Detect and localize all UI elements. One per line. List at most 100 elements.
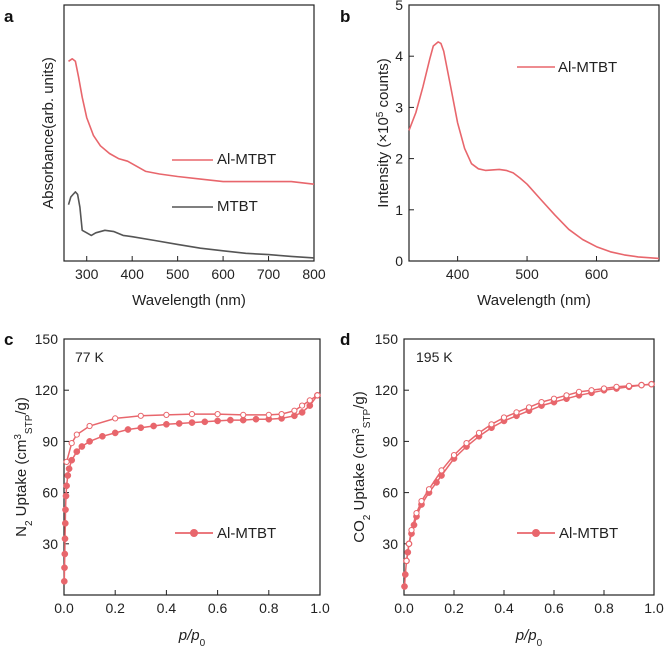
panel-d-point-1-23 (403, 557, 410, 565)
panel-c-y-label: N2 Uptake (cm3STP/g) (13, 397, 35, 537)
panel-b: b 400 500 600 0 1 2 3 4 5 Wavelength (nm) Intens… (340, 0, 660, 309)
panel-d-point-1-7 (563, 392, 570, 399)
panel-a-x-tick-label-4: 700 (257, 266, 281, 282)
panel-c-frame (63, 338, 321, 596)
panel-d-point-1-6 (575, 388, 583, 395)
panel-d-point-1-5 (588, 387, 595, 394)
panel-c-point-1-1 (306, 397, 313, 404)
panel-d-legend-al-mtbt: Al-MTBT (559, 525, 618, 542)
panel-c-legend-al-mtbt: Al-MTBT (217, 525, 276, 542)
panel-b-legend-al-mtbt: Al-MTBT (558, 59, 617, 76)
panel-c-label: c (4, 330, 13, 349)
panel-b-x-tick-label-0: 400 (446, 266, 470, 282)
panel-d-y-label: CO2 Uptake (cm3STP/g) (351, 391, 373, 542)
panel-c-point-0-8 (64, 472, 72, 479)
panel-c-point-0-22 (201, 418, 209, 426)
panel-d-y-tick-label-4: 150 (375, 331, 399, 347)
panel-b-x-label: Wavelength (nm) (477, 292, 591, 309)
panel-c-point-0-16 (124, 426, 132, 433)
panel-c-legend-marker (190, 529, 198, 537)
panel-c: c 0.0 0.2 0.4 0.6 0.8 1.0 30 60 90 120 150 77 K p/… (4, 330, 330, 648)
panel-a-x-tick-label-3: 600 (211, 266, 235, 282)
panel-c-point-1-15 (63, 458, 70, 465)
panel-b-y-tick-label-3: 3 (395, 99, 403, 115)
panel-b-y-tick-label-1: 1 (395, 202, 403, 218)
panel-a-x-tick-label-5: 800 (302, 266, 326, 282)
panel-d-point-1-19 (418, 498, 425, 505)
panel-d-y-tick-label-3: 120 (375, 382, 399, 398)
panel-c-point-1-6 (240, 411, 247, 418)
panel-d-point-1-8 (550, 395, 558, 402)
panel-d: d 0.0 0.2 0.4 0.6 0.8 1.0 30 60 90 120 150 195 K p… (340, 330, 664, 648)
panel-c-point-0-24 (227, 416, 234, 424)
panel-c-point-1-8 (188, 411, 196, 418)
panel-c-x-tick-label-3: 0.6 (208, 600, 228, 616)
panel-a-legend-mtbt: MTBT (217, 198, 258, 215)
panel-c-plot-area (60, 391, 321, 585)
panel-c-point-0-15 (111, 429, 119, 437)
panel-d-point-1-22 (405, 540, 413, 547)
panel-d-x-label: p/p0 (515, 627, 543, 648)
panel-c-point-0-20 (175, 420, 183, 427)
panel-c-point-1-13 (73, 431, 80, 438)
panel-b-y-tick-label-5: 5 (395, 0, 403, 13)
panel-c-series-1-line (65, 394, 318, 463)
panel-c-point-0-9 (65, 465, 73, 473)
panel-d-point-1-17 (438, 467, 445, 474)
panel-b-y-tick-label-0: 0 (395, 253, 403, 269)
panel-b-frame (408, 4, 660, 262)
panel-c-ticks: 0.0 0.2 0.4 0.6 0.8 1.0 30 60 90 120 150 (35, 331, 330, 616)
panel-c-temperature: 77 K (75, 349, 104, 365)
panel-d-point-1-14 (475, 429, 483, 436)
panel-a-x-tick-label-1: 400 (121, 266, 145, 282)
panel-d-x-tick-label-5: 1.0 (644, 600, 664, 616)
panel-c-point-0-18 (150, 422, 157, 430)
panel-d-point-1-1 (638, 382, 645, 389)
panel-a-x-tick-label-0: 300 (75, 266, 99, 282)
panel-d-label: d (340, 330, 350, 349)
panel-d-point-1-12 (500, 414, 508, 421)
panel-a-x-label: Wavelength (nm) (132, 292, 246, 309)
panel-d-point-1-18 (425, 486, 433, 493)
panel-d-point-1-2 (625, 382, 633, 389)
panel-c-x-tick-label-5: 1.0 (310, 600, 330, 616)
panel-a-x-tick-label-2: 500 (166, 266, 190, 282)
panel-d-point-0-1 (401, 571, 409, 578)
panel-c-point-1-11 (112, 415, 119, 422)
panel-c-point-0-6 (62, 492, 70, 500)
panel-a-frame (63, 4, 315, 262)
panel-c-point-1-2 (299, 402, 306, 409)
series-line-0 (408, 41, 660, 260)
panel-d-point-1-4 (600, 385, 608, 392)
panel-d-y-tick-label-1: 60 (382, 485, 398, 501)
panel-d-frame (403, 338, 655, 596)
panel-c-y-tick-label-0: 30 (42, 536, 58, 552)
panel-d-point-1-20 (413, 509, 420, 517)
panel-c-point-1-0 (314, 392, 321, 399)
panel-c-x-tick-label-0: 0.0 (54, 600, 74, 616)
panel-c-point-0-4 (61, 519, 69, 527)
panel-c-point-1-14 (68, 440, 75, 447)
panel-d-point-1-21 (408, 527, 415, 534)
panel-d-point-1-0 (648, 381, 655, 388)
panel-c-point-1-5 (265, 411, 272, 418)
panel-c-point-0-17 (137, 424, 145, 432)
panel-d-plot-area (401, 380, 655, 590)
panel-b-x-tick-label-1: 500 (515, 266, 539, 282)
panel-c-y-tick-label-2: 90 (42, 433, 58, 449)
panel-d-x-tick-label-4: 0.8 (594, 600, 614, 616)
panel-d-x-tick-label-0: 0.0 (394, 600, 414, 616)
panel-b-y-label: Intensity (×105 counts) (375, 58, 393, 207)
panel-b-y-tick-label-2: 2 (395, 151, 403, 167)
panel-d-point-1-3 (613, 383, 620, 390)
panel-a-plot-area (67, 58, 315, 259)
panel-c-x-tick-label-1: 0.2 (105, 600, 125, 616)
panel-c-point-1-3 (291, 407, 298, 414)
panel-c-point-0-7 (63, 482, 70, 490)
panel-c-point-0-5 (62, 506, 69, 514)
panel-c-y-tick-label-3: 120 (35, 382, 59, 398)
panel-c-point-1-12 (86, 422, 93, 430)
panel-c-point-0-21 (188, 419, 196, 426)
panel-d-point-1-15 (463, 440, 470, 447)
